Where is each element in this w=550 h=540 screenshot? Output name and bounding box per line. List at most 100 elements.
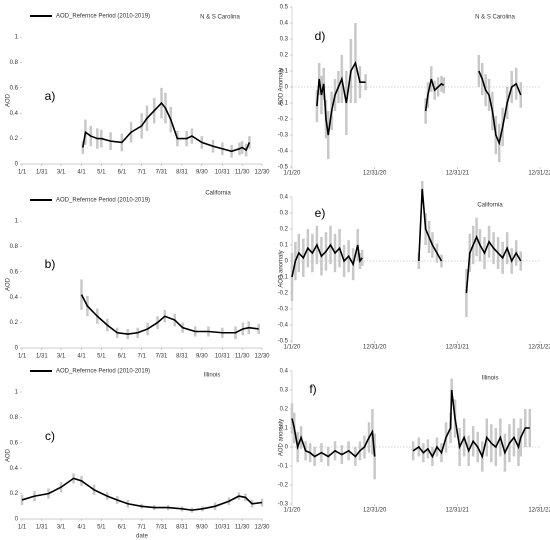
y-tick-label: 0 [15, 162, 19, 168]
y-tick-label: -0.3 [278, 307, 289, 313]
y-tick-label: -0.2 [278, 117, 289, 123]
y-tick-label: 0.3 [280, 37, 289, 43]
y-tick-label: 0 [285, 259, 289, 265]
x-tick-label: 12/31/20 [363, 345, 387, 351]
x-tick-label: 12/31/21 [446, 508, 470, 514]
panel-label: e) [315, 206, 326, 220]
y-tick-label: 1 [15, 219, 19, 225]
legend-label: AOD_Refernce Period (2010-2019) [56, 369, 150, 375]
x-tick-label: 9/30 [196, 354, 208, 360]
annotation: Illinois [204, 373, 221, 379]
y-axis-label: AOD anomaly [279, 419, 285, 456]
x-tick-label: 12/31/20 [363, 171, 387, 177]
y-tick-label: -0.4 [278, 323, 289, 329]
x-tick-label: 12/30 [254, 525, 270, 531]
annotation: N & S Carolina [475, 15, 515, 21]
y-tick-label: 0.4 [10, 111, 19, 117]
y-tick-label: 0.2 [280, 53, 289, 59]
x-tick-label: 1/31 [36, 354, 48, 360]
annotation: Illinois [482, 376, 499, 382]
x-tick-label: 4/1 [77, 525, 86, 531]
x-tick-label: 8/31 [176, 354, 188, 360]
y-tick-label: 0 [15, 517, 19, 523]
y-tick-label: 0.6 [10, 269, 19, 275]
x-tick-label: 7/31 [156, 170, 168, 176]
x-tick-label: 5/1 [97, 354, 106, 360]
y-tick-label: -0.3 [278, 502, 289, 508]
legend-label: AOD_Refernce Period (2010-2019) [56, 198, 150, 204]
x-tick-label: 10/31 [215, 170, 231, 176]
x-tick-label: 12/31/22 [528, 171, 550, 177]
y-tick-label: 0.2 [10, 320, 19, 326]
y-tick-label: -0.1 [278, 464, 289, 470]
x-tick-label: 1/1/20 [284, 171, 301, 177]
x-tick-label: 12/30 [254, 354, 270, 360]
legend-label: AOD_Refernce Period (2010-2019) [56, 14, 150, 20]
y-tick-label: -0.5 [278, 339, 289, 345]
y-tick-label: 0.8 [10, 60, 19, 66]
y-tick-label: -0.5 [278, 165, 289, 171]
panel-label: b) [45, 257, 56, 271]
y-tick-label: 0.6 [10, 440, 19, 446]
y-tick-label: -0.4 [278, 149, 289, 155]
x-tick-label: 12/31/22 [528, 508, 550, 514]
y-tick-label: 0.4 [280, 195, 289, 201]
y-tick-label: 0 [285, 445, 289, 451]
annotation: California [477, 203, 503, 209]
x-tick-label: 1/1 [18, 525, 27, 531]
data-line [291, 188, 522, 294]
y-axis-label: AOD [6, 93, 12, 107]
x-tick-label: 6/1 [118, 354, 127, 360]
data-line [21, 477, 263, 511]
x-tick-label: 7/1 [137, 170, 146, 176]
x-tick-label: 3/1 [57, 170, 66, 176]
x-tick-label: 1/31 [36, 525, 48, 531]
annotation: California [205, 191, 231, 197]
x-tick-label: 3/1 [57, 354, 66, 360]
y-axis-label: AOD [6, 277, 12, 291]
x-tick-label: 8/31 [176, 170, 188, 176]
y-tick-label: 0.3 [280, 211, 289, 217]
y-tick-label: 0.4 [280, 369, 289, 375]
x-tick-label: 9/30 [196, 170, 208, 176]
y-tick-label: 1 [15, 390, 19, 396]
panel-label: d) [315, 29, 326, 43]
y-tick-label: 1 [15, 35, 19, 41]
x-tick-label: 5/1 [97, 525, 106, 531]
y-tick-label: 0 [285, 85, 289, 91]
y-axis-label: AOD Anomaly [279, 68, 285, 106]
x-tick-label: 3/1 [57, 525, 66, 531]
panel-label: c) [45, 429, 55, 443]
y-tick-label: 0.4 [280, 21, 289, 27]
data-line [82, 101, 251, 153]
x-tick-label: 1/31 [36, 170, 48, 176]
y-tick-label: 0.1 [280, 69, 289, 75]
x-tick-label: 12/31/21 [446, 345, 470, 351]
y-tick-label: 0.1 [280, 243, 289, 249]
y-tick-label: 0.6 [10, 85, 19, 91]
x-tick-label: 6/1 [118, 170, 127, 176]
y-tick-label: -0.2 [278, 483, 289, 489]
x-tick-label: 1/1 [18, 354, 27, 360]
y-axis-label: AOD [6, 448, 12, 462]
data-line [316, 60, 522, 146]
x-tick-label: 4/1 [77, 170, 86, 176]
x-tick-label: 1/1/20 [284, 345, 301, 351]
y-tick-label: 0.3 [280, 388, 289, 394]
x-tick-label: 12/31/20 [363, 508, 387, 514]
x-axis-label: date [136, 534, 148, 540]
y-tick-label: 0.4 [10, 295, 19, 301]
data-line [291, 389, 530, 459]
x-tick-label: 7/1 [137, 354, 146, 360]
panel-label: a) [45, 89, 56, 103]
y-tick-label: 0.4 [10, 466, 19, 472]
x-tick-label: 7/31 [156, 354, 168, 360]
y-tick-label: 0.1 [280, 426, 289, 432]
x-tick-label: 5/1 [97, 170, 106, 176]
x-tick-label: 11/30 [235, 525, 250, 531]
x-tick-label: 8/31 [176, 525, 188, 531]
y-tick-label: 0.2 [10, 491, 19, 497]
y-tick-label: 0 [15, 346, 19, 352]
x-tick-label: 6/1 [118, 525, 127, 531]
